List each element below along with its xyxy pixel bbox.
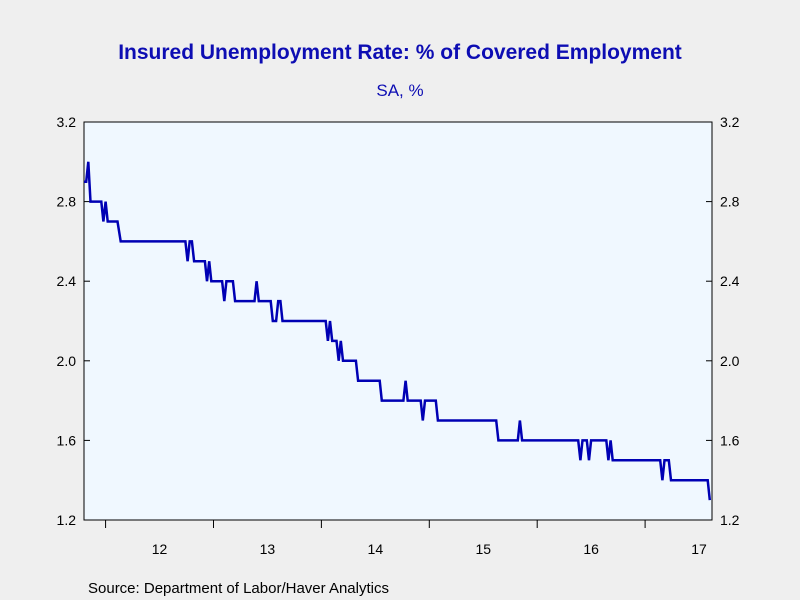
y-tick-label-left: 2.8 <box>57 194 77 210</box>
y-axis-right-labels: 1.2 1.6 2.0 2.4 2.8 3.2 <box>720 114 740 528</box>
y-tick-label-left: 1.6 <box>57 432 77 448</box>
x-tick-label: 15 <box>475 541 491 557</box>
y-tick-label-right: 2.4 <box>720 273 740 289</box>
x-tick-label: 14 <box>368 541 384 557</box>
series-line <box>84 161 712 501</box>
source-note: Source: Department of Labor/Haver Analyt… <box>88 580 389 597</box>
x-tick-label: 12 <box>152 541 168 557</box>
x-axis-labels: 12 13 14 15 16 17 <box>152 541 707 557</box>
y-tick-label-right: 2.8 <box>720 194 740 210</box>
chart-title: Insured Unemployment Rate: % of Covered … <box>118 41 682 64</box>
chart-subtitle: SA, % <box>376 81 423 100</box>
x-tick-label: 16 <box>583 541 599 557</box>
x-tick-label: 17 <box>691 541 707 557</box>
y-tick-label-right: 1.6 <box>720 432 740 448</box>
x-tick-label: 13 <box>260 541 276 557</box>
y-tick-label-left: 3.2 <box>57 114 77 130</box>
y-axis-left-labels: 1.2 1.6 2.0 2.4 2.8 3.2 <box>57 114 77 528</box>
y-tick-label-right: 3.2 <box>720 114 740 130</box>
y-tick-label-right: 1.2 <box>720 512 740 528</box>
y-tick-label-left: 1.2 <box>57 512 77 528</box>
axis-ticks <box>84 121 712 528</box>
y-tick-label-left: 2.4 <box>57 273 77 289</box>
y-tick-label-right: 2.0 <box>720 353 740 369</box>
y-tick-label-left: 2.0 <box>57 353 77 369</box>
